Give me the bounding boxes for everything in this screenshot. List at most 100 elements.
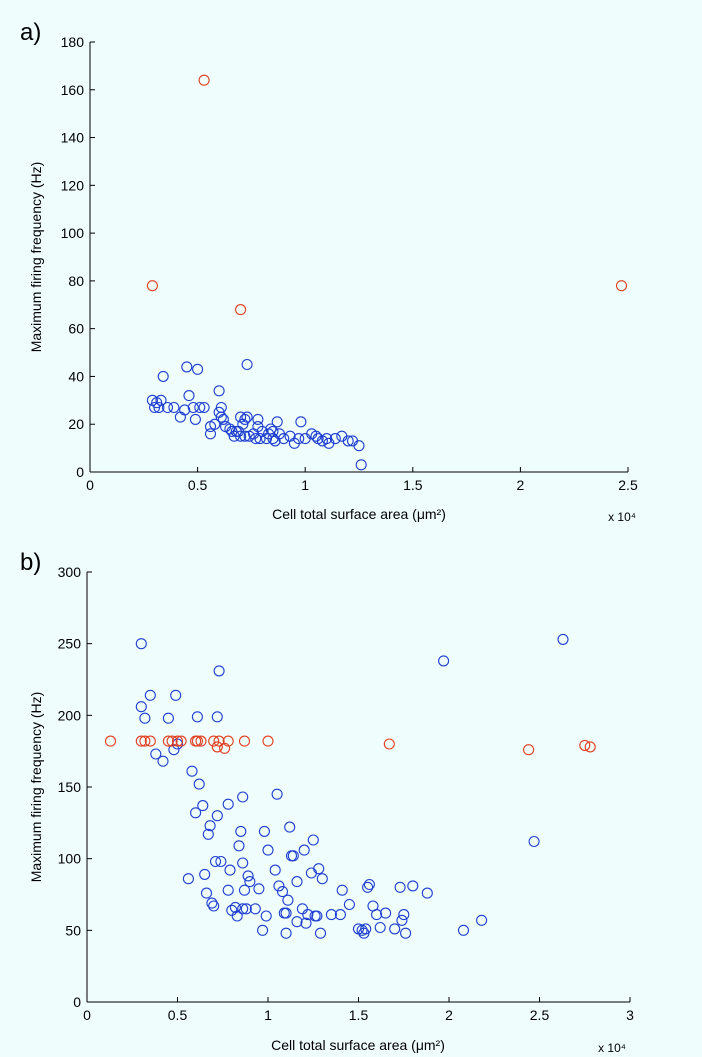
panel-a-y-tick-label: 140 [61, 130, 85, 146]
panel-b-point-blue [237, 791, 249, 803]
panel-b-point-blue [273, 880, 285, 892]
panel-b-x-tick-label: 3 [626, 1007, 634, 1023]
panel-b-point-blue [363, 878, 375, 891]
panel-a-point-blue [187, 401, 199, 414]
panel-b-point-blue [280, 927, 292, 939]
panel-a-point-blue [155, 394, 167, 406]
panel-a-point-blue [153, 401, 165, 414]
panel-a-point-red [235, 304, 247, 316]
panel-b-point-red [262, 735, 274, 747]
panel-b-x-tick-label: 1 [264, 1007, 272, 1023]
panel-a-y-tick-label: 40 [68, 368, 84, 384]
panel-b-point-red [195, 735, 207, 747]
panel-b-point-blue [325, 909, 337, 921]
panel-b-point-blue [457, 924, 470, 936]
panel-b-point-blue [209, 855, 222, 868]
panel-b-point-blue [371, 909, 383, 921]
panel-b-point-blue [135, 701, 147, 713]
panel-b-y-tick-label: 300 [58, 564, 82, 580]
panel-b-point-blue [400, 927, 412, 939]
panel-b-point-blue [291, 916, 303, 928]
panel-a-x-tick-label: 1 [301, 477, 309, 493]
panel-b-point-blue [204, 820, 216, 832]
panel-a-x-tick-label: 2.5 [618, 477, 638, 493]
panel-a-point-red [615, 280, 628, 292]
panel-b-point-blue [139, 712, 151, 724]
panel-b-x-tick-label: 0 [83, 1007, 91, 1023]
panel-b-point-blue [343, 898, 355, 911]
panel-a-point-blue [174, 411, 186, 423]
panel-b-point-red [208, 735, 220, 747]
panel-b-x-tick-label: 0.5 [168, 1007, 188, 1023]
panel-b-point-blue [231, 910, 243, 922]
panel-b-y-tick-label: 0 [73, 994, 81, 1010]
panel-b-point-blue [302, 909, 314, 921]
panel-b-point-blue [307, 834, 319, 846]
panel-b-point-blue [211, 810, 223, 822]
panel-b-x-exponent: x 10⁴ [598, 1041, 626, 1055]
panel-a-y-tick-label: 60 [68, 321, 84, 337]
panel-a-point-blue [342, 435, 354, 447]
panel-a-point-blue [183, 390, 195, 402]
panel-a-point-blue [241, 358, 253, 371]
panel-a-point-blue [192, 363, 204, 375]
panel-a-x-tick-label: 0.5 [188, 477, 208, 493]
panel-b-point-blue [476, 914, 488, 926]
panel-b-point-blue [394, 881, 406, 893]
panel-b-label: b) [20, 549, 41, 576]
panel-b-point-blue [249, 903, 261, 915]
panel-b-point-red [135, 735, 147, 747]
panel-a-point-blue [254, 433, 266, 445]
panel-a-point-blue [353, 440, 365, 452]
panel-b-point-blue [191, 711, 203, 723]
panel-a-point-blue [278, 433, 290, 445]
panel-a-point-blue [239, 413, 251, 425]
panel-a-point-blue [209, 418, 221, 430]
panel-b-point-blue [244, 876, 256, 888]
panel-a-point-blue [299, 433, 311, 445]
panel-b-point-blue [215, 855, 227, 868]
panel-b-point-blue [222, 798, 234, 810]
panel-a-point-blue [198, 401, 210, 414]
panel-a-point-blue [250, 433, 262, 445]
panel-b-point-red [219, 742, 231, 754]
panel-b-point-red [191, 735, 203, 747]
panel-b-point-blue [287, 850, 299, 862]
panel-b-point-blue [202, 828, 214, 840]
panel-b-point-blue [276, 886, 289, 898]
panel-b-x-tick-label: 2 [445, 1007, 453, 1023]
panel-b-point-blue [213, 665, 225, 677]
panel-a-point-blue [235, 430, 247, 442]
panel-a-point-blue [179, 404, 191, 416]
panel-b-point-blue [135, 638, 147, 650]
panel-b-point-red [383, 738, 395, 750]
panel-b-y-tick-label: 100 [58, 851, 82, 867]
panel-a-point-blue [226, 425, 238, 437]
panel-b-point-blue [237, 903, 249, 915]
panel-b-point-blue [336, 884, 348, 896]
panel-b-y-tick-label: 150 [58, 779, 82, 795]
panel-a: a) 0 0.5 1 1.5 2 2.5020406080100120140160180 … [20, 19, 638, 524]
panel-b-point-blue [258, 825, 270, 837]
panel-b-point-red [238, 735, 251, 747]
panel-b-point-blue [170, 689, 182, 701]
panel-a-point-blue [239, 430, 251, 442]
panel-b-point-blue [269, 864, 281, 876]
panel-a-x-exponent: x 10⁴ [608, 510, 636, 524]
panel-b-point-blue [316, 873, 328, 885]
panel-a-point-blue [260, 433, 273, 445]
panel-b-point-blue [313, 863, 325, 875]
panel-a-y-tick-label: 100 [61, 225, 85, 241]
panel-a-y-tick-label: 20 [68, 416, 84, 432]
panel-a-x-tick-label: 0 [86, 477, 94, 493]
panel-a-point-blue [329, 433, 341, 445]
panel-a-label: a) [20, 19, 41, 46]
panel-b-y-tick-label: 50 [65, 922, 81, 938]
panel-b-point-blue [197, 800, 209, 812]
panel-b-point-red [139, 735, 151, 747]
panel-b-point-blue [282, 894, 294, 906]
panel-b-point-blue [284, 821, 296, 833]
panel-b: b) 0 0.5 1 1.5 2 2.5 3 0 50 100 150 200 250 300 Cell … [20, 549, 634, 1055]
panel-a-point-red [146, 280, 158, 292]
